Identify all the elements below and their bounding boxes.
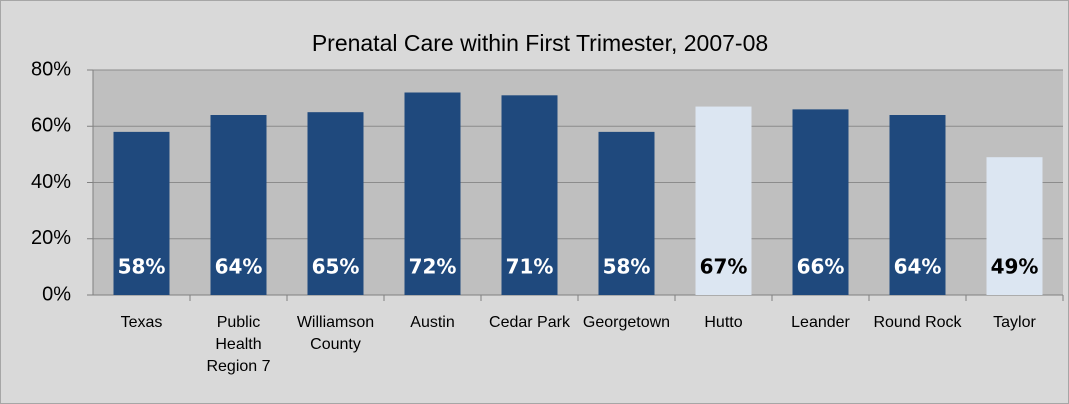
- x-tick-label: Cedar Park: [489, 314, 571, 331]
- x-tick-label-line: Hutto: [704, 314, 742, 331]
- x-tick-label: Austin: [410, 314, 454, 331]
- data-label: 65%: [312, 255, 360, 279]
- x-tick-label: Williamson County: [297, 314, 374, 353]
- data-label: 58%: [118, 255, 166, 279]
- x-tick-label-line: Leander: [791, 314, 850, 331]
- x-tick-label-line: Public: [217, 314, 261, 331]
- y-tick-label: 60%: [31, 115, 71, 137]
- bar: [404, 92, 461, 295]
- x-tick-label-line: Health: [215, 336, 261, 353]
- bar: [501, 95, 558, 295]
- y-tick-label: 20%: [31, 227, 71, 249]
- x-tick-label-line: Austin: [410, 314, 454, 331]
- x-tick-label: Taylor: [993, 314, 1036, 331]
- y-tick-label: 40%: [31, 171, 71, 193]
- x-tick-label: Texas: [121, 314, 163, 331]
- x-tick-label-line: Texas: [121, 314, 163, 331]
- data-label: 49%: [991, 255, 1039, 279]
- x-tick-label-line: Taylor: [993, 314, 1036, 331]
- x-tick-label-line: Georgetown: [583, 314, 670, 331]
- chart-title: Prenatal Care within First Trimester, 20…: [312, 30, 768, 56]
- bar: [598, 131, 655, 295]
- data-label: 66%: [797, 255, 845, 279]
- bar: [307, 112, 364, 295]
- x-tick-label: Round Rock: [873, 314, 962, 331]
- bar: [210, 115, 267, 295]
- x-tick-label: Public Health Region 7: [206, 314, 270, 375]
- data-label: 64%: [894, 255, 942, 279]
- y-tick-label: 0%: [42, 283, 71, 305]
- x-tick-label-line: Williamson: [297, 314, 374, 331]
- x-tick-label: Leander: [791, 314, 850, 331]
- data-label: 58%: [603, 255, 651, 279]
- bar: [889, 115, 946, 295]
- data-label: 72%: [409, 255, 457, 279]
- data-label: 64%: [215, 255, 263, 279]
- bar: [113, 131, 170, 295]
- y-tick-label: 80%: [31, 58, 71, 80]
- x-tick-label: Hutto: [704, 314, 742, 331]
- data-label: 71%: [506, 255, 554, 279]
- bar: [792, 109, 849, 295]
- x-tick-label: Georgetown: [583, 314, 670, 331]
- x-tick-label-line: Round Rock: [873, 314, 962, 331]
- x-tick-label-line: County: [310, 336, 361, 353]
- x-tick-label-line: Region 7: [206, 358, 270, 375]
- bar: [695, 106, 752, 295]
- data-label: 67%: [700, 255, 748, 279]
- x-tick-label-line: Cedar Park: [489, 314, 571, 331]
- bar: [986, 157, 1043, 295]
